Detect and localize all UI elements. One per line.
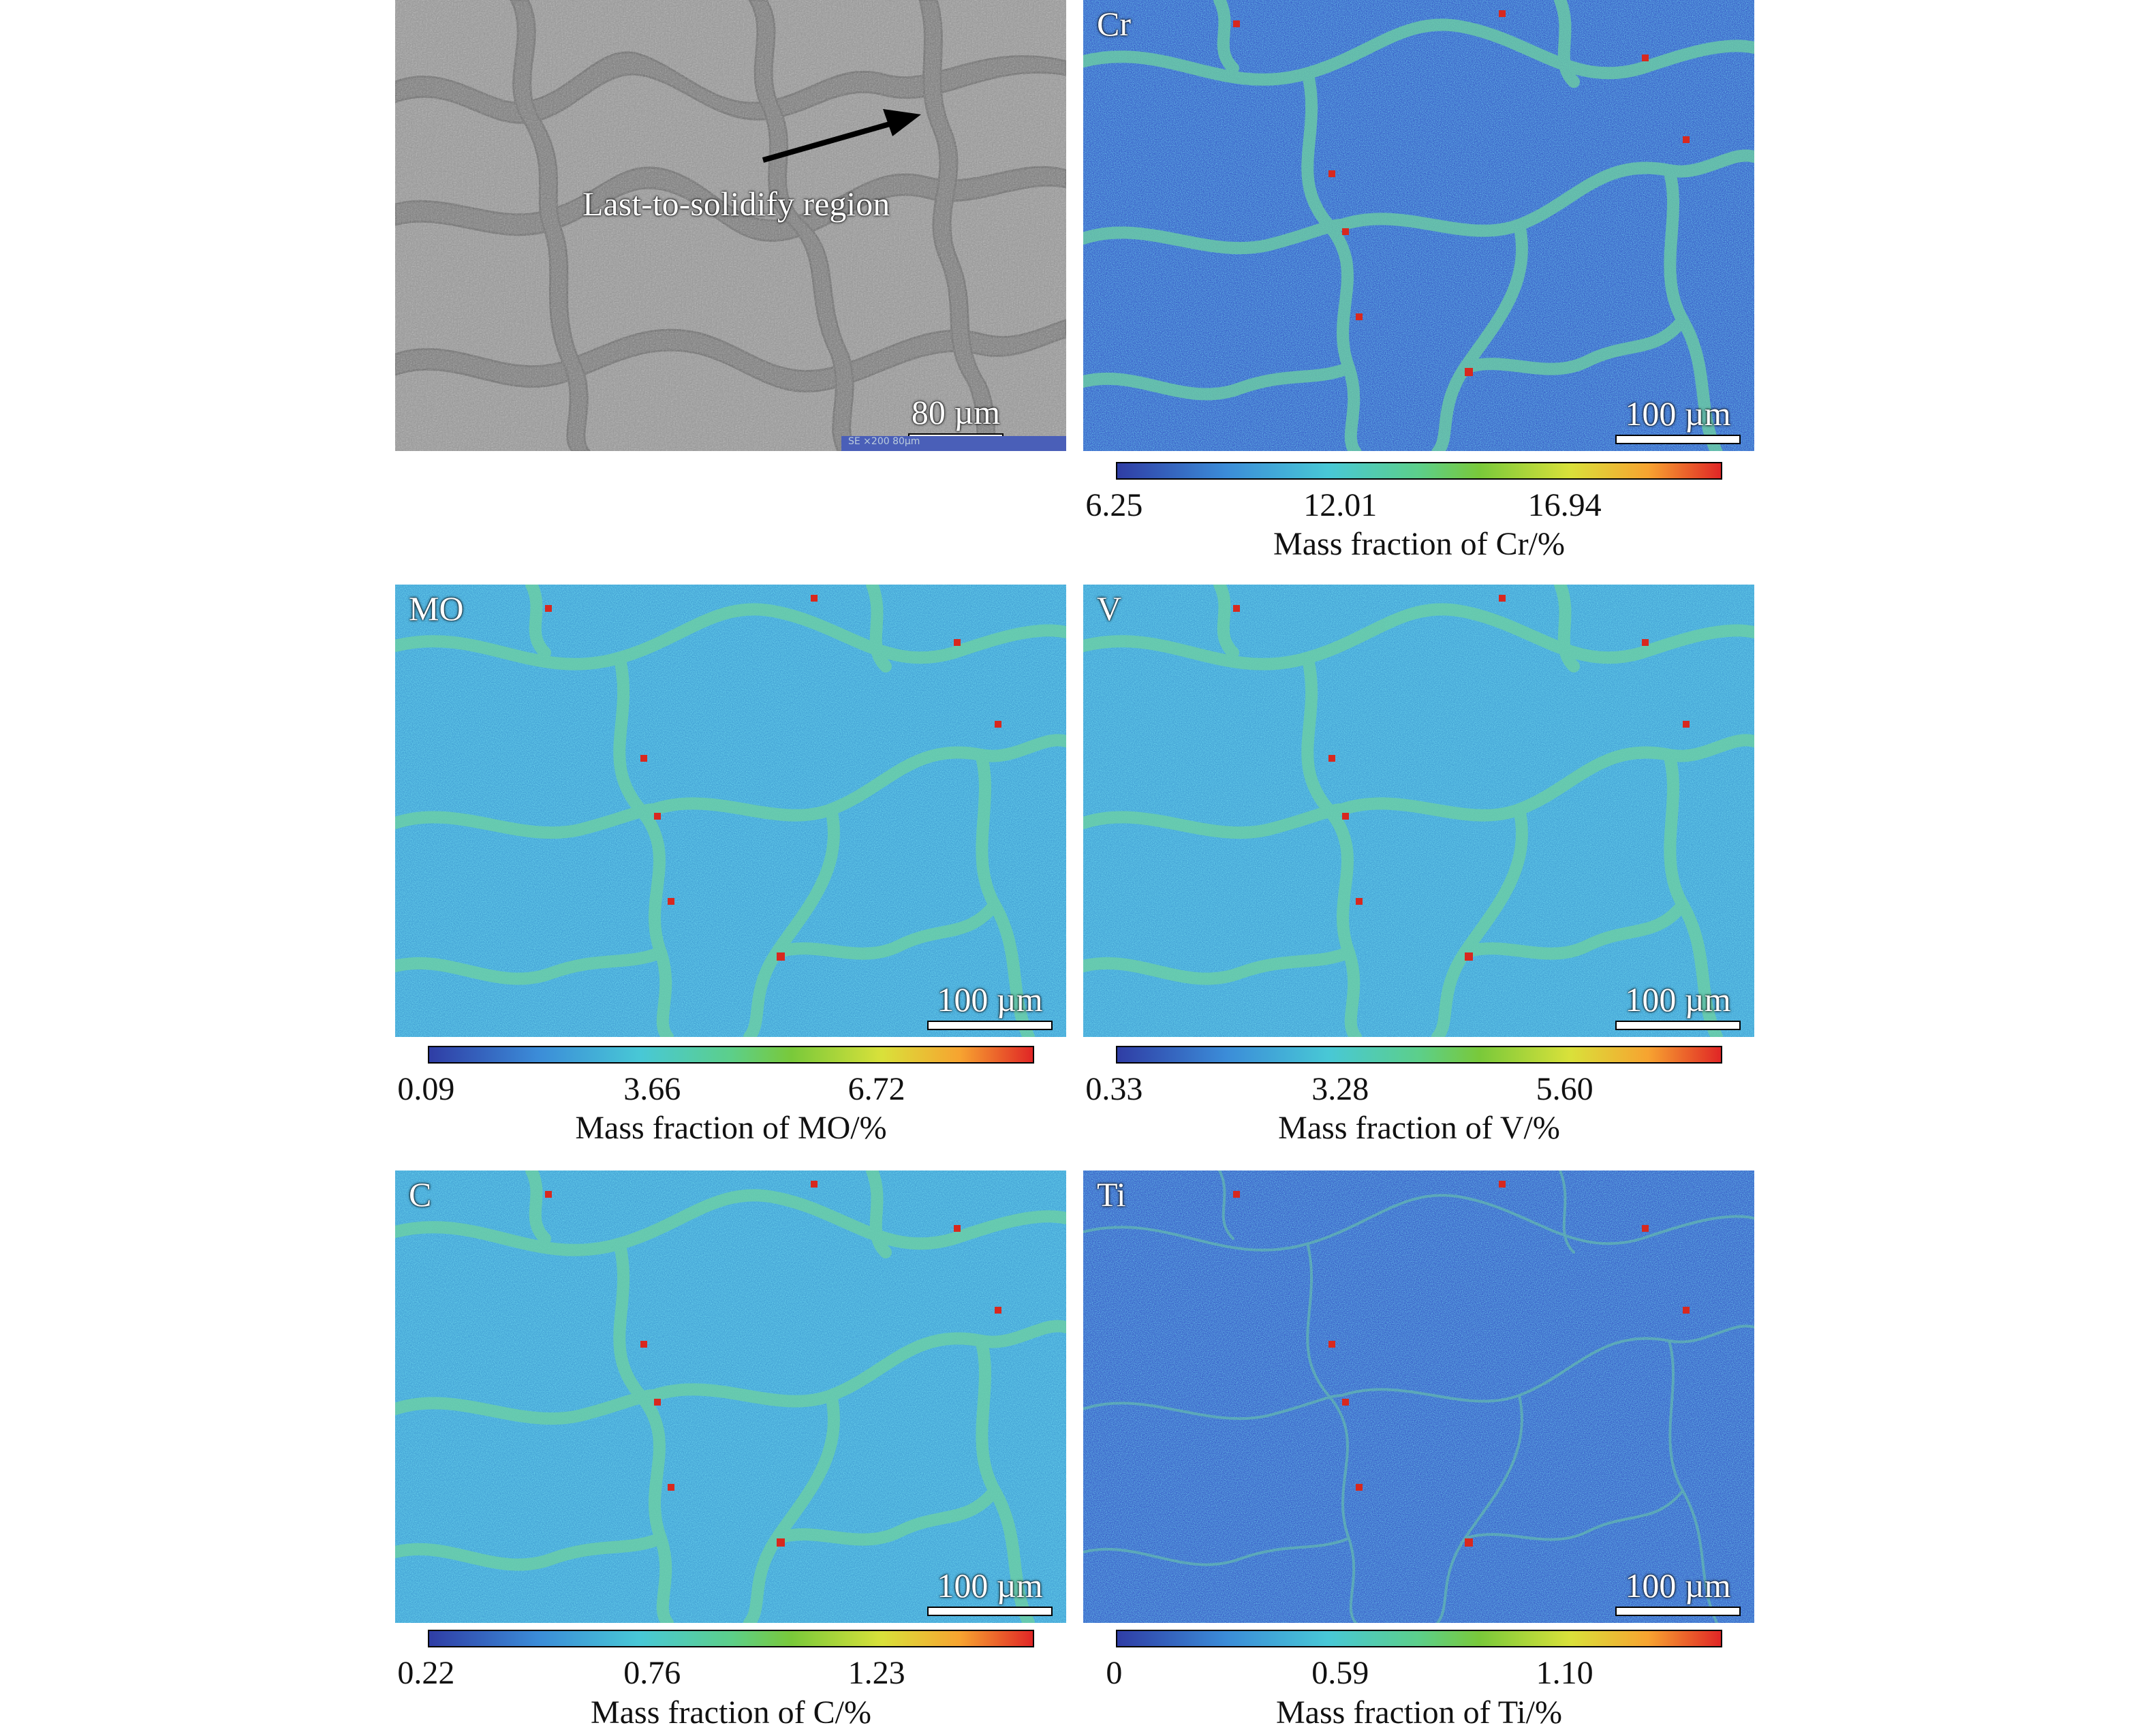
- colorbar-tick-label: 5.60: [1536, 1071, 1593, 1107]
- colorbar-axis-label: Mass fraction of MO/%: [575, 1110, 887, 1146]
- colorbar-tick-label: 6.72: [847, 1071, 905, 1107]
- scale-bar-label: 100 µm: [1625, 1566, 1731, 1605]
- map-panel-c: C 100 µm: [395, 1171, 1066, 1623]
- scale-bar-label: 100 µm: [1625, 394, 1731, 433]
- element-tag: MO: [409, 589, 464, 627]
- scale-bar: 100 µm: [927, 982, 1053, 1030]
- colorbar-tick-label: 0.59: [1311, 1655, 1369, 1691]
- colorbar-axis-label: Mass fraction of Ti/%: [1276, 1694, 1562, 1731]
- scale-bar: 100 µm: [1615, 1568, 1741, 1616]
- colorbar-tick-label: 0.09: [397, 1071, 455, 1107]
- element-tag: Cr: [1097, 5, 1131, 43]
- colorbar-gradient: [429, 1047, 1033, 1062]
- colorbar-tick-label: 3.28: [1311, 1071, 1369, 1107]
- arrow-icon: [762, 109, 921, 163]
- colorbar-tick-label: 0.76: [623, 1655, 681, 1691]
- element-tag: Ti: [1097, 1175, 1126, 1213]
- map-image: [1083, 585, 1754, 1037]
- scale-bar: 100 µm: [1615, 397, 1741, 444]
- scale-bar-line: [1615, 435, 1741, 444]
- colorbar-tick-label: 12.01: [1303, 487, 1378, 523]
- scale-bar-label: 100 µm: [937, 1566, 1043, 1605]
- map-panel-cr: Cr 100 µm: [1083, 0, 1754, 451]
- colorbar: [428, 1046, 1034, 1064]
- scale-bar-line: [927, 1021, 1053, 1030]
- map-panel-v: V 100 µm: [1083, 585, 1754, 1037]
- colorbar: [1116, 462, 1722, 480]
- sem-info-strip: SE ×200 80µm: [841, 436, 1066, 451]
- colorbar-tick-label: 0: [1106, 1655, 1123, 1691]
- scale-bar-line: [927, 1607, 1053, 1616]
- colorbar-tick-label: 0.22: [397, 1655, 455, 1691]
- colorbar-gradient: [1117, 1631, 1721, 1646]
- colorbar-tick-label: 6.25: [1085, 487, 1143, 523]
- map-image: [395, 585, 1066, 1037]
- map-image: [1083, 1171, 1754, 1623]
- scale-bar-label: 100 µm: [1625, 980, 1731, 1019]
- scale-bar: 100 µm: [927, 1568, 1053, 1616]
- scale-bar: 100 µm: [1615, 982, 1741, 1030]
- colorbar-axis-label: Mass fraction of Cr/%: [1273, 526, 1565, 562]
- colorbar-tick-label: 0.33: [1085, 1071, 1143, 1107]
- colorbar-tick-label: 3.66: [623, 1071, 681, 1107]
- map-image: [395, 1171, 1066, 1623]
- colorbar: [1116, 1630, 1722, 1647]
- colorbar-gradient: [429, 1631, 1033, 1646]
- scale-bar-label: 100 µm: [937, 980, 1043, 1019]
- element-tag: V: [1097, 589, 1122, 627]
- colorbar-tick-label: 16.94: [1527, 487, 1602, 523]
- scale-bar-line: [1615, 1607, 1741, 1616]
- map-panel-mo: MO 100 µm: [395, 585, 1066, 1037]
- colorbar-axis-label: Mass fraction of V/%: [1278, 1110, 1560, 1146]
- colorbar: [428, 1630, 1034, 1647]
- scale-bar-line: [1615, 1021, 1741, 1030]
- colorbar-axis-label: Mass fraction of C/%: [591, 1694, 871, 1731]
- arrow-annotation: Last-to-solidify region: [582, 185, 890, 223]
- colorbar-gradient: [1117, 1047, 1721, 1062]
- element-tag: C: [409, 1175, 432, 1213]
- colorbar: [1116, 1046, 1722, 1064]
- sem-texture: [395, 0, 1066, 451]
- map-image: [1083, 0, 1754, 451]
- colorbar-tick-label: 1.10: [1536, 1655, 1593, 1691]
- scale-bar-label: 80 µm: [911, 393, 1001, 431]
- colorbar-gradient: [1117, 463, 1721, 478]
- colorbar-tick-label: 1.23: [847, 1655, 905, 1691]
- map-panel-ti: Ti 100 µm: [1083, 1171, 1754, 1623]
- sem-micrograph: Last-to-solidify region 80 µm SE ×200 80…: [395, 0, 1066, 451]
